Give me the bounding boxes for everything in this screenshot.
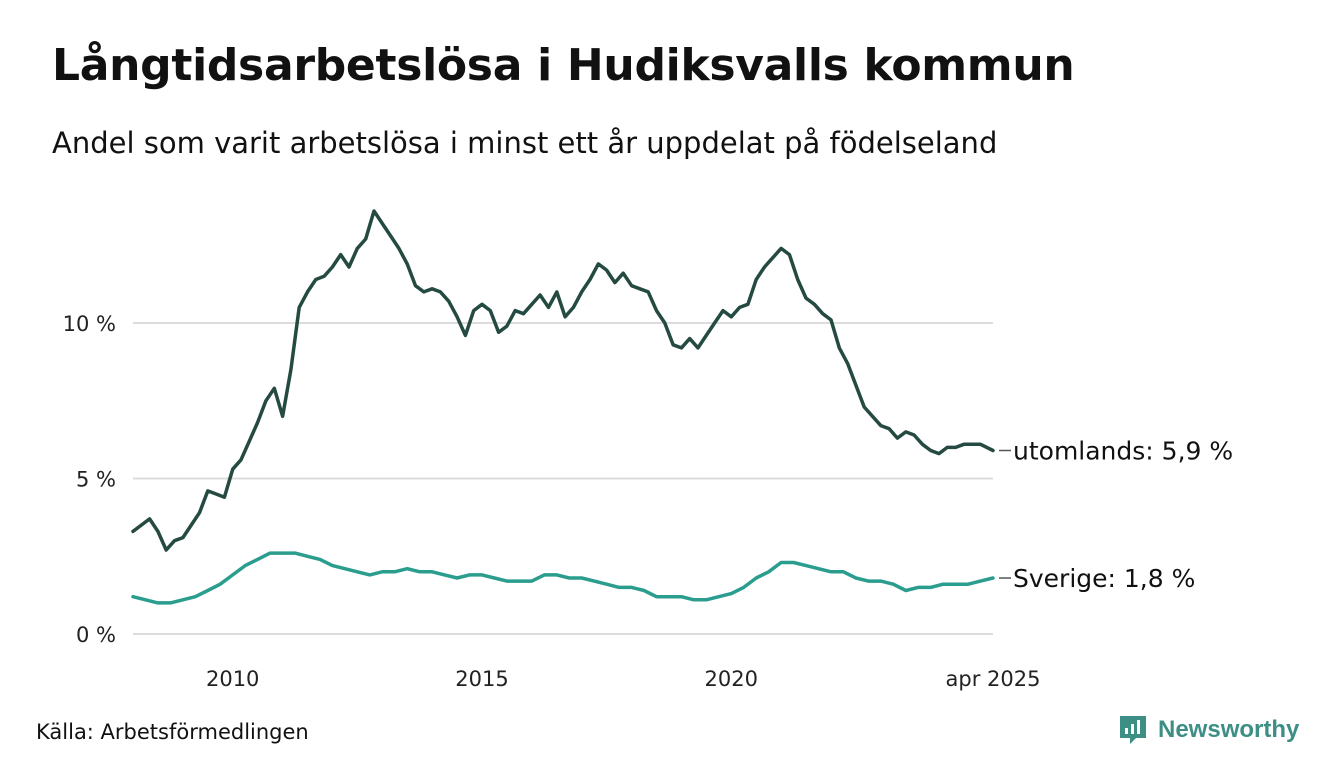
x-axis-ticks: 2010 2015 2020 apr 2025 [206, 667, 1040, 691]
line-chart: 0 % 5 % 10 % 2010 2015 2020 apr 2025 utomland… [63, 209, 1233, 691]
chart-title: Långtidsarbetslösa i Hudiksvalls kommun [52, 40, 1075, 91]
y-tick-label: 5 % [76, 468, 116, 492]
brand-logo: Newsworthy [1118, 714, 1299, 746]
x-tick-label: 2010 [206, 667, 259, 691]
y-tick-label: 10 % [63, 312, 116, 336]
newsworthy-logo-icon [1120, 716, 1146, 744]
series-line-Sverige [131, 551, 995, 605]
brand-name: Newsworthy [1158, 716, 1300, 743]
chart-subtitle: Andel som varit arbetslösa i minst ett å… [52, 126, 998, 160]
series-end-label-Sverige: Sverige: 1,8 % [1013, 564, 1195, 593]
y-tick-label: 0 % [76, 623, 116, 647]
series-line-utomlands [131, 209, 995, 552]
grid-lines [133, 322, 993, 635]
series-end-labels: utomlands: 5,9 % Sverige: 1,8 % [999, 437, 1233, 593]
series-end-label-utomlands: utomlands: 5,9 % [1013, 437, 1233, 466]
x-tick-label: 2020 [705, 667, 758, 691]
series-lines [131, 209, 995, 605]
y-axis-ticks: 0 % 5 % 10 % [63, 312, 116, 647]
x-tick-label: apr 2025 [946, 667, 1041, 691]
x-tick-label: 2015 [455, 667, 508, 691]
source-note: Källa: Arbetsförmedlingen [36, 720, 309, 744]
